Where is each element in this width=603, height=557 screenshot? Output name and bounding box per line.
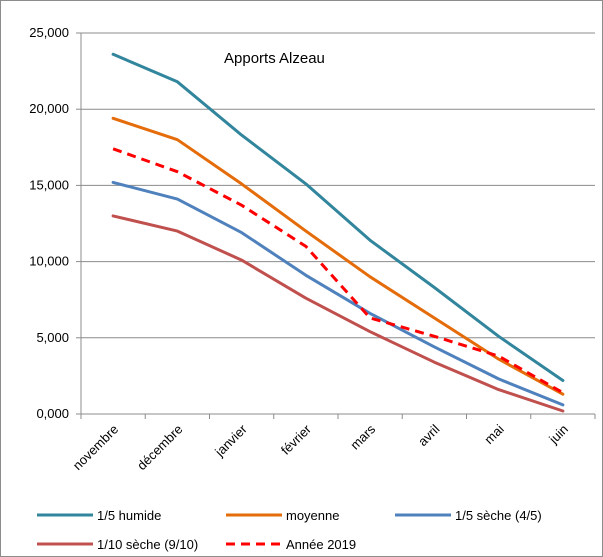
y-tick-label: 10,000 [29, 254, 69, 269]
x-tick-label: mars [347, 421, 378, 452]
x-tick-label: avril [415, 421, 443, 449]
legend-label: moyenne [286, 508, 339, 523]
y-tick-label: 15,000 [29, 177, 69, 192]
legend-item: moyenne [226, 508, 339, 523]
legend-item: Année 2019 [226, 537, 356, 552]
chart-title: Apports Alzeau [224, 50, 325, 67]
axes [80, 33, 596, 419]
legend-label: 1/5 humide [97, 508, 161, 523]
series-line-ann-e-2019 [112, 147, 564, 395]
y-tick-label: 5,000 [36, 330, 69, 345]
y-tick-label: 25,000 [29, 25, 69, 40]
series-line-1-10-s-che-9-10- [111, 214, 565, 413]
legend-label: Année 2019 [286, 537, 356, 552]
x-tick-label: décembre [134, 422, 185, 473]
series-line-1-5-s-che-4-5- [111, 180, 565, 407]
y-tick-labels: 0,000 5,000 10,000 15,000 20,000 25,000 [29, 25, 69, 421]
legend-label: 1/10 sèche (9/10) [97, 537, 198, 552]
legend-item: 1/5 humide [37, 508, 161, 523]
legend-item: 1/5 sèche (4/5) [395, 508, 542, 523]
x-tick-label: février [278, 421, 315, 458]
x-tick-label: novembre [70, 422, 121, 473]
y-tick-label: 0,000 [36, 406, 69, 421]
y-tick-label: 20,000 [29, 101, 69, 116]
x-tick-label: mai [481, 421, 506, 446]
series-lines [111, 52, 565, 413]
x-tick-label: janvier [211, 421, 250, 460]
series-line-1-5-humide [111, 52, 565, 382]
legend-label: 1/5 sèche (4/5) [455, 508, 542, 523]
grid-lines [76, 32, 595, 415]
legend: 1/5 humide moyenne 1/5 sèche (4/5) 1/10 sèc… [37, 508, 542, 552]
x-tick-labels: novembre décembre janvier février mars avril m… [70, 421, 571, 473]
x-tick-label: juin [545, 422, 571, 448]
series-line-moyenne [111, 116, 565, 396]
legend-item: 1/10 sèche (9/10) [37, 537, 198, 552]
